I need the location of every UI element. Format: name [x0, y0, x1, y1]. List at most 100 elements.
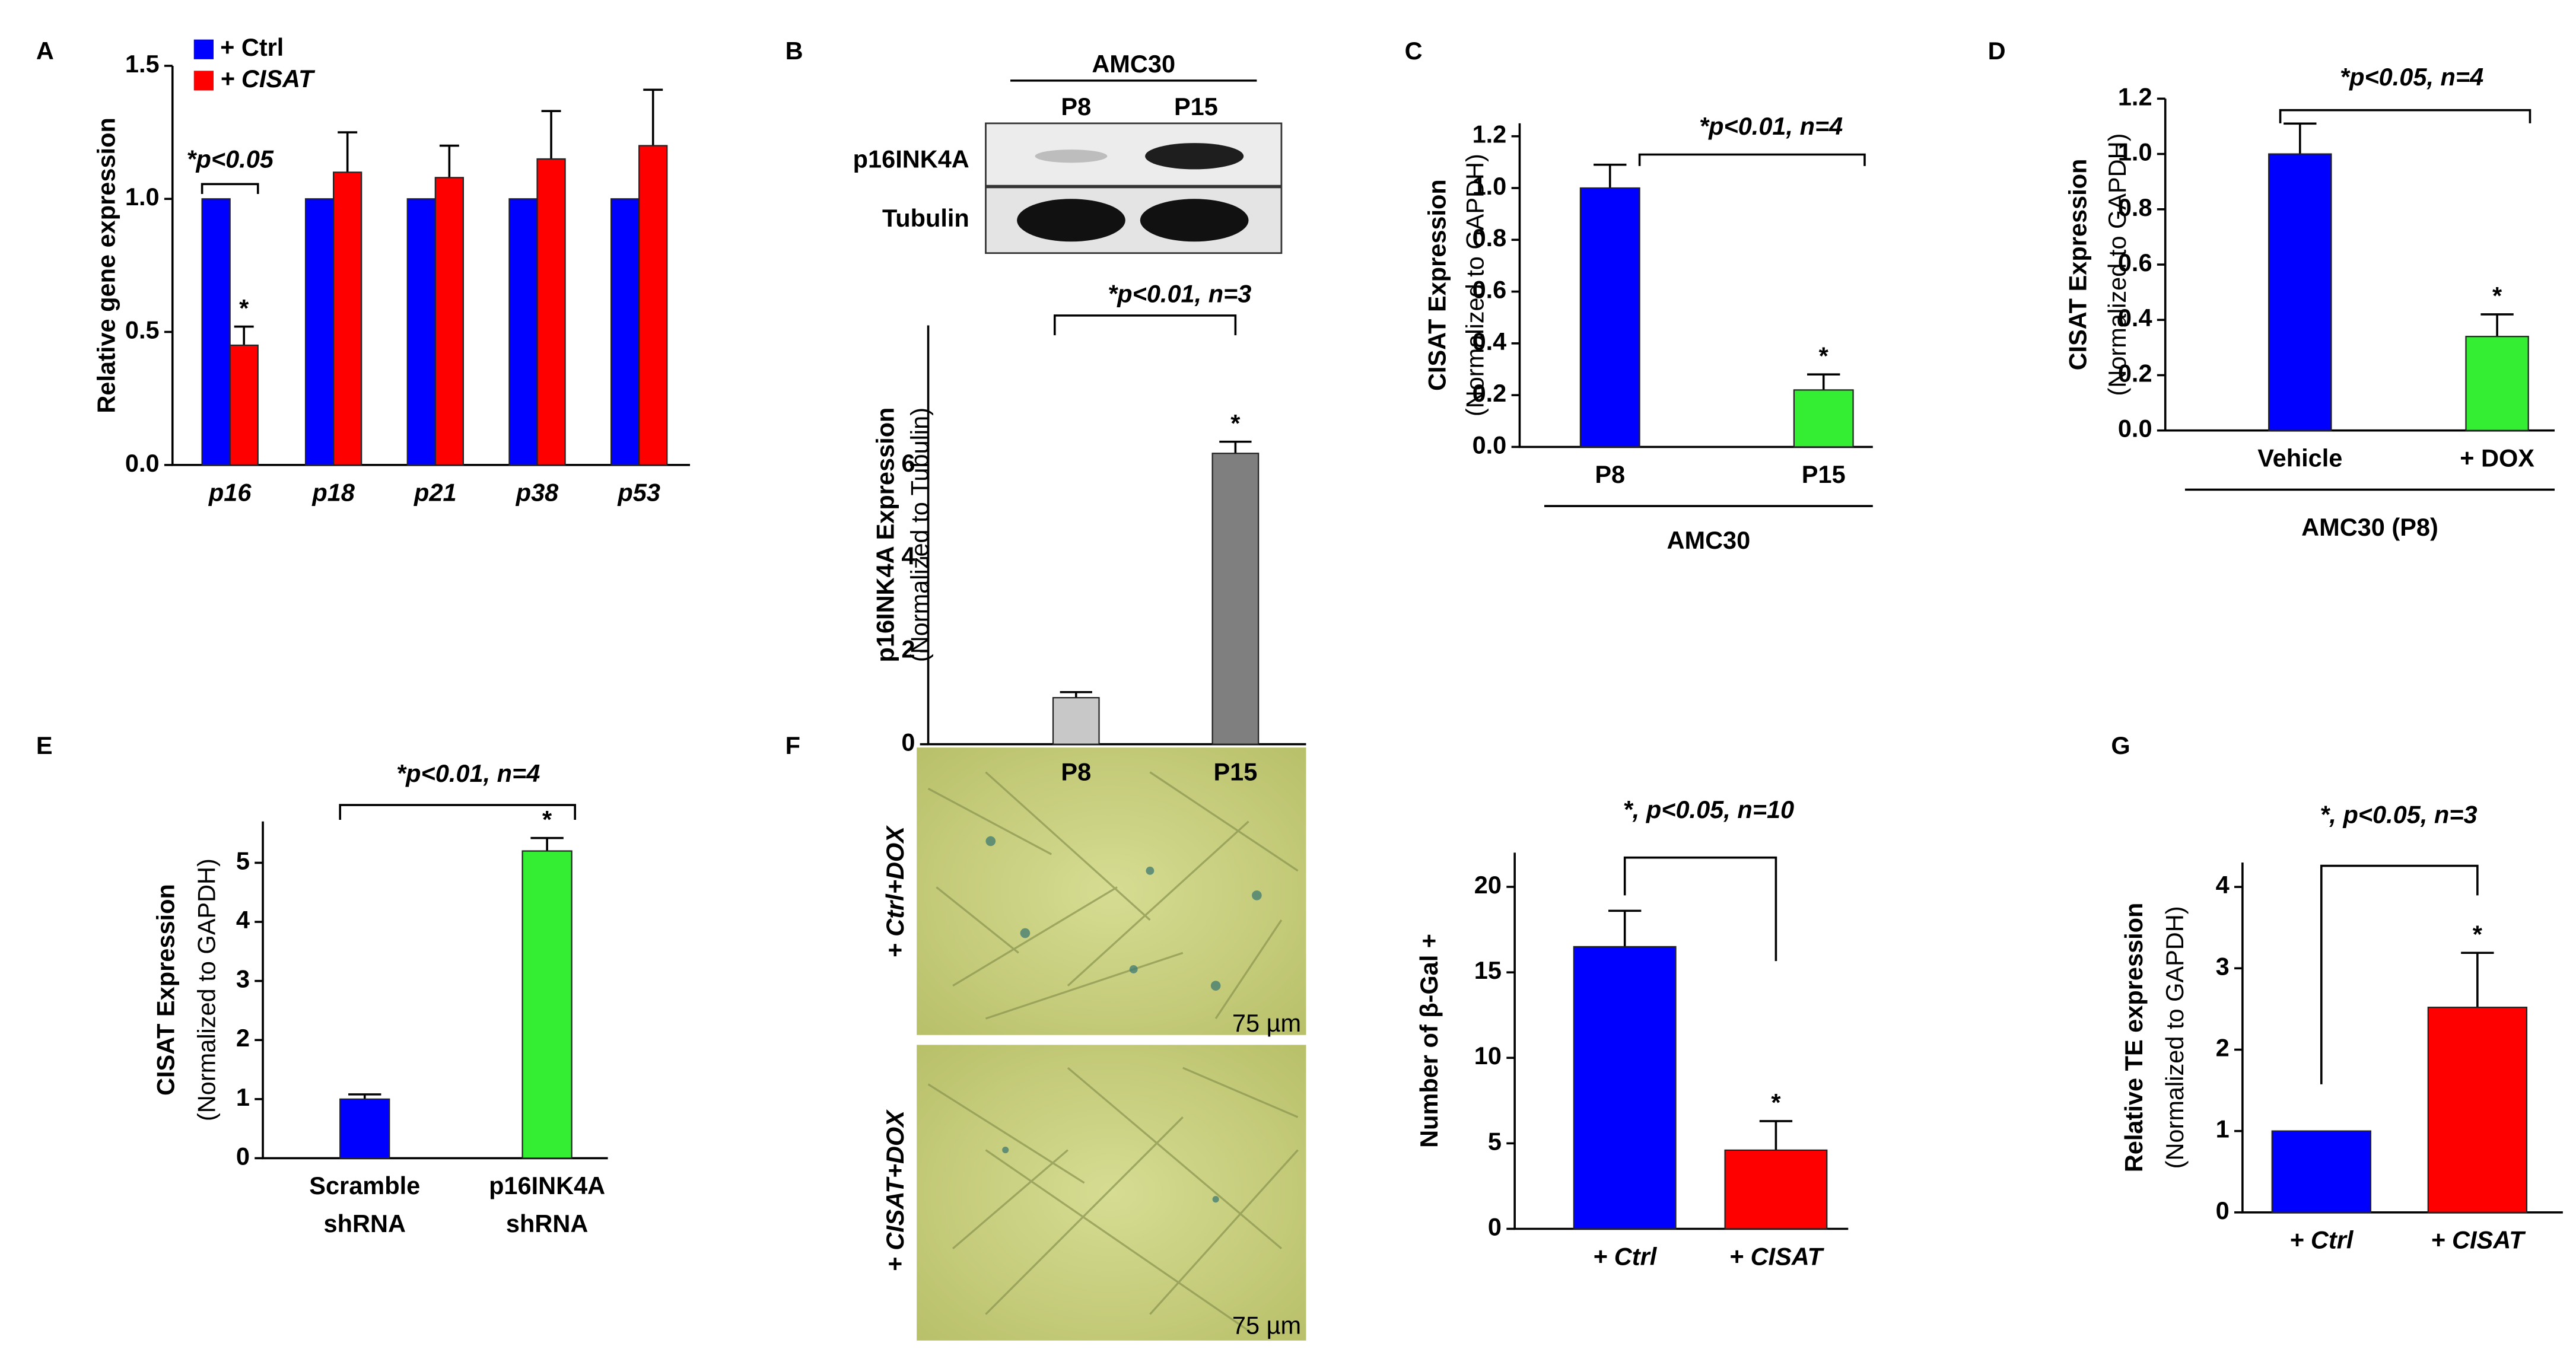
significance-star: * — [1230, 409, 1241, 437]
x-tick-label: shRNA — [506, 1210, 588, 1237]
micrograph-label: + Ctrl+DOX — [881, 825, 909, 958]
y-tick-label: 3 — [2216, 952, 2230, 980]
bar — [406, 198, 436, 466]
y-tick-label: 0.6 — [1473, 276, 1507, 304]
significance-star: * — [542, 806, 552, 833]
x-tick-label: + Ctrl — [2289, 1226, 2354, 1254]
x-tick-label: P8 — [1595, 460, 1625, 488]
y-tick-label: 5 — [236, 847, 250, 874]
error-bar — [1219, 440, 1252, 454]
y-tick-label: 1 — [236, 1083, 250, 1111]
y-tick-label: 1.0 — [1473, 172, 1507, 200]
significance-annotation: *, p<0.05, n=3 — [2320, 800, 2477, 828]
error-bar — [2480, 313, 2514, 337]
blot-row-label: p16INK4A — [853, 145, 969, 173]
blot-header: AMC30 — [1092, 50, 1175, 78]
error-bar — [643, 88, 663, 146]
y-tick-label: 3 — [236, 965, 250, 993]
y-tick-label: 15 — [1474, 956, 1502, 984]
x-tick-label: p21 — [414, 479, 457, 507]
y-axis-label: CISAT Expression — [1423, 179, 1451, 391]
micrograph-label: + CISAT+DOX — [881, 1109, 909, 1272]
x-tick-label: + DOX — [2460, 444, 2534, 472]
significance-star: * — [1771, 1089, 1781, 1116]
significance-star: * — [239, 294, 249, 322]
bar — [521, 850, 573, 1159]
y-tick-label: 0 — [236, 1142, 250, 1170]
significance-star: * — [2492, 282, 2502, 310]
y-tick-label: 0.4 — [1473, 327, 1507, 355]
x-tick-label: Scramble — [309, 1172, 420, 1199]
significance-bracket — [1623, 856, 1777, 962]
y-tick-label: 4 — [236, 906, 250, 934]
error-bar — [1608, 909, 1642, 947]
y-tick-label: 0 — [2216, 1196, 2230, 1224]
y-tick-label: 0.2 — [1473, 379, 1507, 407]
bar — [1052, 697, 1100, 745]
y-axis-label: (Normalized to GAPDH) — [2103, 133, 2131, 396]
y-axis-label: (Normalized to Tubulin) — [905, 408, 933, 662]
y-tick-label: 0.4 — [2118, 304, 2152, 332]
x-tick-label: Vehicle — [2257, 444, 2342, 472]
y-tick-label: 0 — [1488, 1213, 1502, 1240]
significance-bracket — [2320, 864, 2479, 1084]
error-bar — [1594, 163, 1627, 188]
bar — [638, 145, 668, 466]
x-tick-label: P15 — [1802, 460, 1846, 488]
panel-letter: C — [1405, 37, 1423, 65]
x-tick-label: P15 — [1213, 758, 1257, 785]
y-tick-label: 0.0 — [1473, 431, 1507, 459]
bar — [1573, 946, 1677, 1230]
bar — [536, 158, 566, 466]
group-label: AMC30 (P8) — [2301, 513, 2438, 541]
y-axis-label: Relative gene expression — [93, 117, 120, 413]
x-tick-label: shRNA — [324, 1210, 406, 1237]
y-tick-label: 4 — [901, 542, 915, 570]
blot-band — [1035, 149, 1108, 163]
y-tick-label: 0.0 — [125, 449, 160, 477]
y-tick-label: 5 — [1488, 1127, 1502, 1155]
error-bar — [234, 325, 254, 345]
y-tick-label: 6 — [901, 449, 915, 477]
error-bar — [439, 144, 459, 178]
significance-annotation: *p<0.01, n=4 — [396, 759, 540, 787]
x-tick-label: p38 — [516, 479, 559, 507]
error-bar — [2461, 952, 2494, 1008]
y-tick-label: 1 — [2216, 1115, 2230, 1143]
blot-lane: P15 — [1174, 93, 1218, 120]
error-bar — [2284, 122, 2317, 154]
error-bar — [1807, 373, 1840, 390]
significance-star: * — [1819, 342, 1829, 370]
bar — [1579, 187, 1640, 448]
panel-letter: E — [36, 731, 53, 759]
significance-bracket — [1053, 314, 1237, 336]
y-axis-label: (Normalized to GAPDH) — [1461, 154, 1489, 416]
western-blot: AMC30 P8 P15 p16INK4A Tubulin — [853, 50, 1283, 254]
y-tick-label: 1.2 — [2118, 82, 2152, 110]
y-axis-label: Number of β-Gal + — [1415, 934, 1443, 1148]
significance-annotation: *p<0.05, n=4 — [2340, 63, 2483, 91]
x-tick-label: + Ctrl — [1593, 1242, 1658, 1270]
bar — [508, 198, 538, 466]
x-tick-label: P8 — [1061, 758, 1091, 785]
y-tick-label: 2 — [901, 635, 915, 663]
y-axis-label: CISAT Expression — [151, 884, 179, 1096]
significance-annotation: *p<0.05 — [186, 145, 273, 173]
y-tick-label: 2 — [2216, 1033, 2230, 1061]
y-tick-label: 1.0 — [125, 183, 160, 211]
blot-band — [1145, 143, 1244, 170]
blot-band — [1017, 199, 1125, 242]
y-tick-label: 1.5 — [125, 50, 160, 78]
cell-texture — [927, 771, 1299, 1332]
bar — [610, 198, 640, 466]
bar — [434, 177, 465, 466]
bar — [1211, 453, 1260, 745]
y-tick-label: 0.6 — [2118, 249, 2152, 276]
y-tick-label: 1.2 — [1473, 120, 1507, 148]
significance-bracket — [201, 183, 259, 194]
y-axis-label: (Normalized to GAPDH) — [193, 858, 221, 1121]
x-tick-label: p16 — [208, 479, 252, 507]
y-tick-label: 2 — [236, 1024, 250, 1052]
y-tick-label: 0 — [901, 728, 915, 756]
error-bar — [530, 836, 564, 851]
